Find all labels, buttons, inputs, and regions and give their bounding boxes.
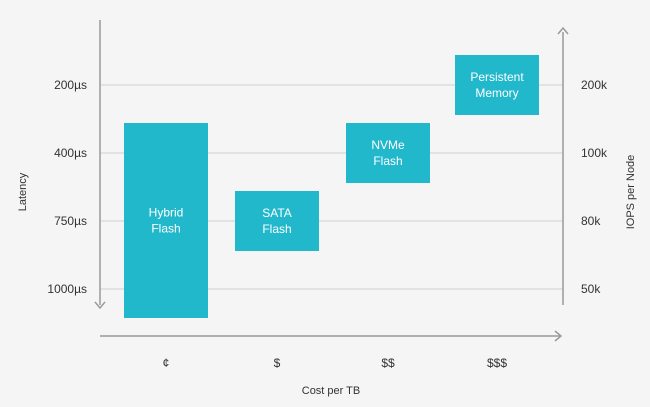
bar-label: Flash bbox=[373, 154, 402, 168]
bar bbox=[235, 191, 319, 251]
bottom-axis-arrow-right-icon bbox=[554, 330, 563, 342]
x-axis-title: Cost per TB bbox=[302, 385, 361, 397]
x-tick-labels: ¢ $ $$ $$$ bbox=[163, 356, 508, 370]
bar-label: NVMe bbox=[371, 138, 405, 152]
bar-label: Persistent bbox=[470, 70, 524, 84]
left-tick-label: 400µs bbox=[54, 146, 87, 160]
bar bbox=[124, 123, 208, 318]
x-tick-label: $ bbox=[274, 356, 281, 370]
right-tick-labels: 200k 100k 80k 50k bbox=[581, 78, 608, 296]
left-axis-arrow-down-icon bbox=[94, 301, 106, 310]
left-tick-labels: 200µs 400µs 750µs 1000µs bbox=[47, 78, 87, 296]
right-tick-label: 50k bbox=[581, 282, 601, 296]
right-axis-title: IOPS per Node bbox=[625, 155, 637, 230]
bar bbox=[455, 55, 539, 115]
right-tick-label: 100k bbox=[581, 146, 608, 160]
right-tick-label: 80k bbox=[581, 214, 601, 228]
left-axis-title: Latency bbox=[17, 172, 29, 211]
x-tick-label: $$$ bbox=[487, 356, 507, 370]
left-tick-label: 200µs bbox=[54, 78, 87, 92]
bar-label: Flash bbox=[151, 222, 180, 236]
bar-label: SATA bbox=[262, 206, 292, 220]
x-tick-label: ¢ bbox=[163, 356, 170, 370]
bars: Hybrid Flash SATA Flash NVMe Flash Persistent M… bbox=[124, 55, 539, 318]
bar bbox=[346, 123, 430, 183]
right-tick-label: 200k bbox=[581, 78, 608, 92]
bar-label: Memory bbox=[475, 86, 518, 100]
bar-label: Hybrid bbox=[149, 206, 184, 220]
left-tick-label: 750µs bbox=[54, 214, 87, 228]
right-axis-arrow-up-icon bbox=[557, 26, 569, 35]
bar-label: Flash bbox=[262, 222, 291, 236]
left-tick-label: 1000µs bbox=[47, 282, 87, 296]
x-tick-label: $$ bbox=[381, 356, 395, 370]
axes bbox=[94, 20, 569, 342]
